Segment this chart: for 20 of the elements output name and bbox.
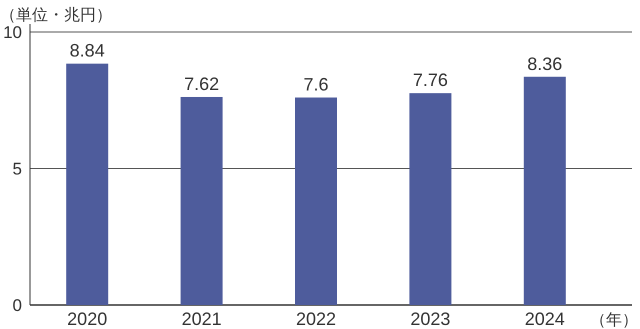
x-tick-label: 2020 [67, 309, 108, 329]
y-tick-label: 5 [12, 160, 22, 178]
x-tick-label: 2021 [182, 309, 222, 329]
y-axis-title: （単位・兆円） [0, 6, 112, 24]
bar [180, 96, 223, 305]
x-tick-label: 2024 [524, 309, 565, 329]
y-tick-label: 10 [3, 23, 22, 42]
x-tick-label: 2023 [410, 309, 450, 329]
data-label: 7.6 [303, 74, 329, 95]
data-label: 8.36 [527, 54, 562, 74]
data-label: 7.76 [412, 70, 448, 90]
bar [295, 98, 337, 305]
x-axis-title: （年） [590, 312, 638, 329]
data-label: 8.84 [70, 40, 105, 61]
y-tick-label: 0 [12, 296, 22, 315]
bar [524, 76, 566, 305]
bar [66, 64, 108, 305]
data-label: 7.62 [184, 74, 220, 94]
bar [409, 93, 452, 305]
x-tick-label: 2022 [296, 309, 336, 329]
